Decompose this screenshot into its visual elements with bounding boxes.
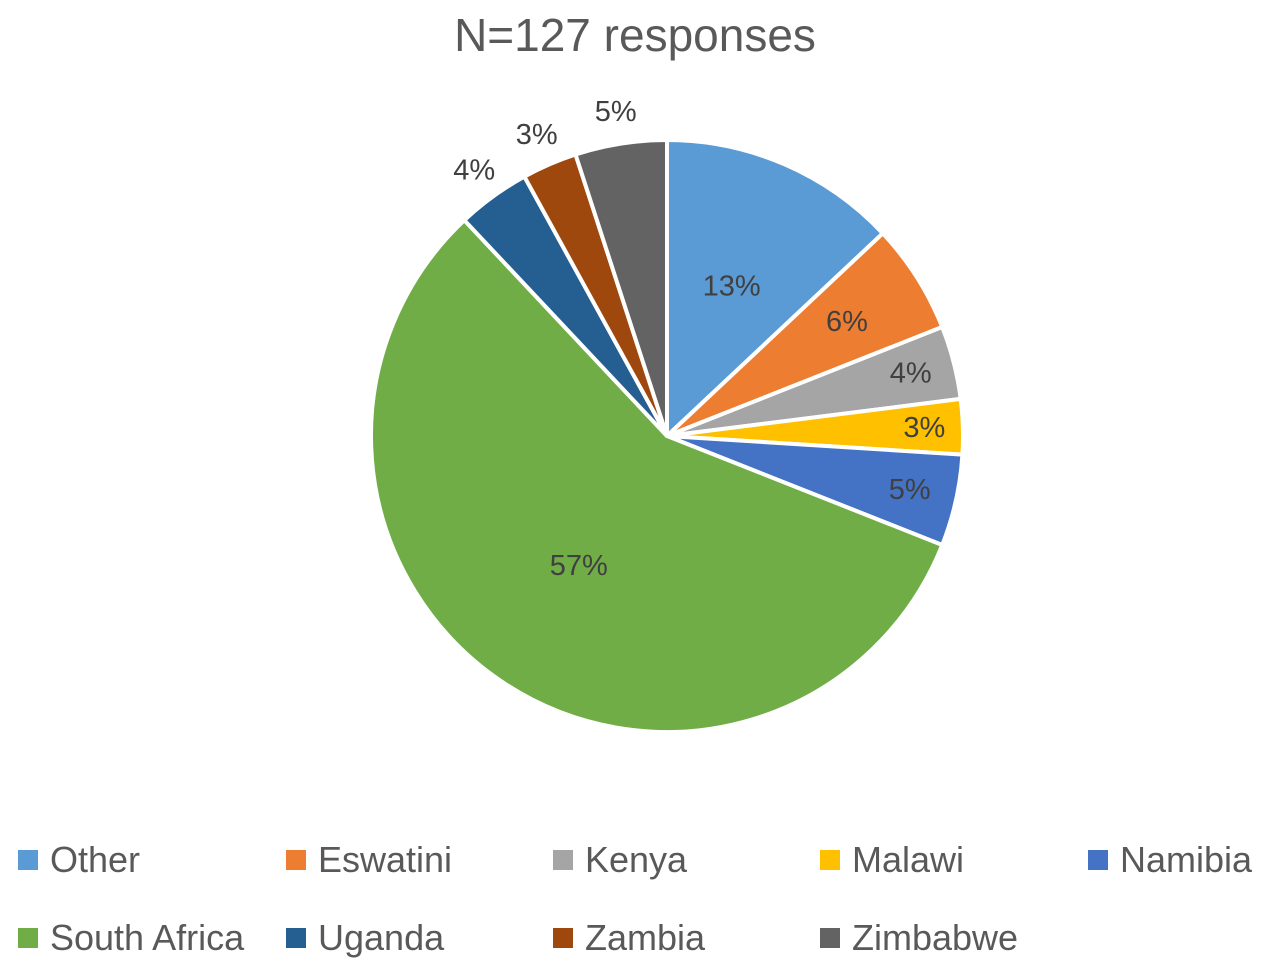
chart-title: N=127 responses [454, 9, 816, 61]
pie-slice-other [665, 138, 885, 438]
data-label-namibia: 5% [889, 474, 931, 506]
data-label-uganda: 4% [453, 155, 495, 187]
pie-slice-south-africa [369, 218, 945, 734]
pie-slice-zimbabwe [573, 138, 669, 438]
data-label-zimbabwe: 5% [595, 96, 637, 128]
data-label-eswatini: 6% [826, 306, 868, 338]
data-label-malawi: 3% [903, 412, 945, 444]
data-label-zambia: 3% [516, 119, 558, 151]
data-label-other: 13% [703, 271, 761, 303]
data-label-south-africa: 57% [550, 550, 608, 582]
data-label-kenya: 4% [890, 357, 932, 389]
